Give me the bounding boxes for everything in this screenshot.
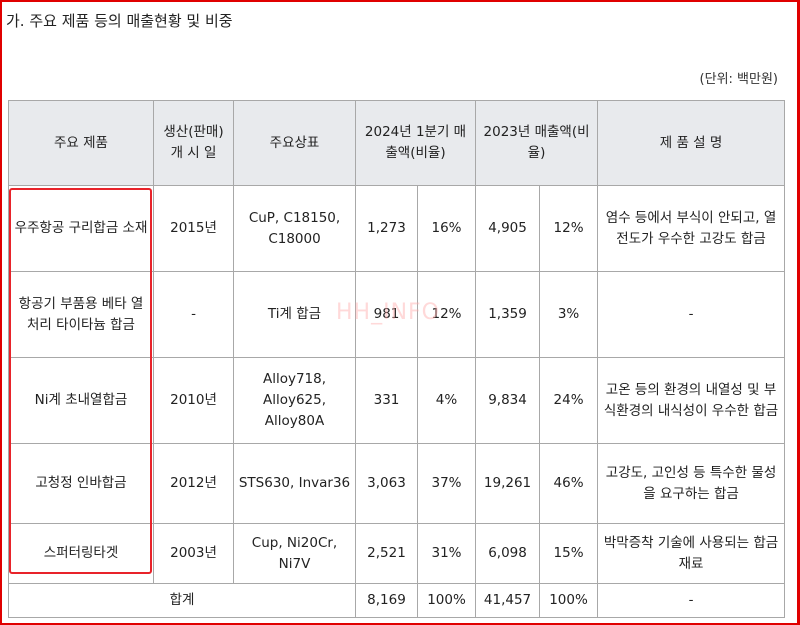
total-amount-2024: 8,169 — [355, 583, 418, 618]
product-column-highlight — [9, 188, 152, 574]
total-row: 합계 8,169 100% 41,457 100% - — [8, 583, 786, 618]
cell-product: 고청정 인바합금 — [8, 443, 154, 524]
watermark: HH_INFO — [336, 300, 441, 325]
cell-description: 염수 등에서 부식이 안되고, 열전도가 우수한 고강도 합금 — [597, 185, 786, 272]
cell-ratio-2024: 12% — [416, 271, 477, 358]
cell-description: 고온 등의 환경의 내열성 및 부식환경의 내식성이 우수한 합금 — [597, 357, 786, 444]
table-row: 항공기 부품용 베타 열처리 타이타늄 합금 - Ti계 합금 981 12% … — [8, 271, 786, 358]
header-row: 주요 제품 생산(판매) 개 시 일 주요상표 2024년 1분기 매출액(비율… — [8, 100, 786, 186]
header-product: 주요 제품 — [8, 100, 154, 186]
total-amount-2023: 41,457 — [475, 583, 541, 618]
cell-product: 항공기 부품용 베타 열처리 타이타늄 합금 — [8, 271, 154, 358]
section-title: 가. 주요 제품 등의 매출현황 및 비중 — [6, 12, 233, 30]
unit-label: (단위: 백만원) — [699, 72, 778, 87]
total-label: 합계 — [8, 583, 356, 618]
total-description: - — [597, 583, 786, 618]
cell-brand: Alloy718, Alloy625, Alloy80A — [233, 357, 356, 444]
cell-amount-2023: 19,261 — [475, 443, 541, 524]
cell-brand: STS630, Invar36 — [233, 443, 356, 524]
cell-ratio-2023: 15% — [539, 523, 599, 584]
cell-launch: 2003년 — [153, 523, 234, 584]
cell-amount-2023: 9,834 — [475, 357, 541, 444]
cell-description: 박막증착 기술에 사용되는 합금재료 — [597, 523, 786, 584]
cell-ratio-2024: 31% — [416, 523, 477, 584]
header-brand: 주요상표 — [233, 100, 356, 186]
cell-brand: CuP, C18150, C18000 — [233, 185, 356, 272]
header-sales-2024q1: 2024년 1분기 매출액(비율) — [354, 100, 477, 186]
cell-amount-2024: 2,521 — [355, 523, 418, 584]
cell-launch: 2012년 — [153, 443, 234, 524]
cell-ratio-2024: 16% — [416, 185, 477, 272]
cell-brand: Cup, Ni20Cr, Ni7V — [233, 523, 356, 584]
table-row: 우주항공 구리합금 소재 2015년 CuP, C18150, C18000 1… — [8, 185, 786, 272]
cell-ratio-2024: 37% — [416, 443, 477, 524]
cell-description: - — [597, 271, 786, 358]
cell-description: 고강도, 고인성 등 특수한 물성을 요구하는 합금 — [597, 443, 786, 524]
header-sales-2023: 2023년 매출액(비율) — [475, 100, 599, 186]
cell-ratio-2023: 46% — [539, 443, 599, 524]
cell-amount-2024: 1,273 — [355, 185, 418, 272]
cell-amount-2024: 3,063 — [355, 443, 418, 524]
table-row: Ni계 초내열합금 2010년 Alloy718, Alloy625, Allo… — [8, 357, 786, 444]
cell-launch: 2015년 — [153, 185, 234, 272]
cell-product: Ni계 초내열합금 — [8, 357, 154, 444]
cell-launch: - — [153, 271, 234, 358]
header-description: 제 품 설 명 — [597, 100, 786, 186]
cell-ratio-2023: 12% — [539, 185, 599, 272]
cell-amount-2023: 4,905 — [475, 185, 541, 272]
cell-amount-2024: 331 — [355, 357, 418, 444]
cell-ratio-2023: 24% — [539, 357, 599, 444]
cell-launch: 2010년 — [153, 357, 234, 444]
cell-amount-2023: 1,359 — [475, 271, 541, 358]
cell-ratio-2023: 3% — [539, 271, 599, 358]
sales-table: 주요 제품 생산(판매) 개 시 일 주요상표 2024년 1분기 매출액(비율… — [8, 100, 786, 618]
cell-ratio-2024: 4% — [416, 357, 477, 444]
cell-amount-2023: 6,098 — [475, 523, 541, 584]
total-ratio-2024: 100% — [416, 583, 477, 618]
total-ratio-2023: 100% — [539, 583, 599, 618]
header-launch: 생산(판매) 개 시 일 — [153, 100, 234, 186]
